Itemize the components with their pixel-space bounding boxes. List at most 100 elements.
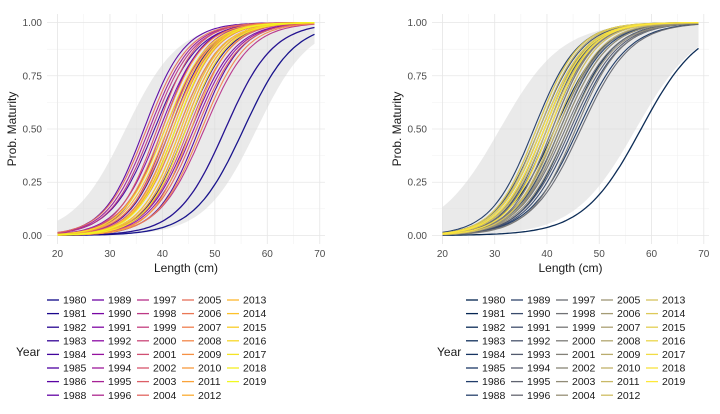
legend-label-2007: 2007	[617, 322, 641, 334]
legend-label-2002: 2002	[572, 363, 596, 375]
legend-label-2000: 2000	[153, 335, 177, 347]
legend-label-2004: 2004	[153, 390, 177, 402]
legend-label-1985: 1985	[63, 363, 87, 375]
legend-label-2003: 2003	[153, 376, 177, 388]
legend-label-1998: 1998	[153, 308, 177, 320]
legend-label-2002: 2002	[153, 363, 177, 375]
legend-label-2004: 2004	[572, 390, 596, 402]
legend-label-1993: 1993	[108, 349, 132, 361]
legend-label-1994: 1994	[527, 363, 551, 375]
x-tick-label: 20	[52, 249, 64, 260]
legend-label-1990: 1990	[108, 308, 132, 320]
series-line-2018	[57, 22, 315, 236]
legend-label-2006: 2006	[198, 308, 222, 320]
legend-label-1998: 1998	[572, 308, 596, 320]
legend-label-2019: 2019	[662, 376, 686, 388]
y-tick-label: 0.50	[23, 125, 43, 136]
legend-label-1984: 1984	[63, 349, 87, 361]
legend-label-1997: 1997	[153, 295, 177, 307]
y-tick-label: 0.50	[408, 125, 428, 136]
legend-label-2008: 2008	[617, 335, 641, 347]
chart-panel-right: 20 30 40 50 60 70 0.00 0.25 0.50 0.75 1.00 Length (…	[390, 14, 710, 402]
legend-label-1990: 1990	[527, 308, 551, 320]
legend-label-2009: 2009	[198, 349, 222, 361]
series-line-2019	[57, 22, 315, 236]
x-tick-label: 50	[594, 249, 606, 260]
x-axis-title: Length (cm)	[538, 261, 602, 275]
legend-label-1989: 1989	[108, 295, 132, 307]
legend-label-1984: 1984	[482, 349, 506, 361]
legend-label-2005: 2005	[198, 295, 222, 307]
legend-label-2013: 2013	[243, 295, 267, 307]
legend-label-2001: 2001	[153, 349, 177, 361]
x-tick-label: 60	[646, 249, 658, 260]
legend-label-1986: 1986	[482, 376, 506, 388]
legend-label-1981: 1981	[482, 308, 506, 320]
legend-label-2010: 2010	[198, 363, 222, 375]
legend-label-2011: 2011	[617, 376, 640, 388]
x-tick-label: 40	[157, 249, 169, 260]
legend-label-2014: 2014	[662, 308, 686, 320]
x-axis-title: Length (cm)	[154, 261, 218, 275]
legend-label-2011: 2011	[198, 376, 221, 388]
legend-label-1980: 1980	[63, 295, 87, 307]
y-tick-label: 1.00	[23, 18, 43, 29]
legend-label-1988: 1988	[63, 390, 87, 402]
legend-label-1992: 1992	[108, 335, 132, 347]
x-tick-label: 60	[262, 249, 274, 260]
series-lines	[57, 22, 315, 237]
x-tick-label: 70	[314, 249, 326, 260]
series-line-1981	[57, 26, 315, 236]
legend-label-2005: 2005	[617, 295, 641, 307]
legend-label-1991: 1991	[108, 322, 132, 334]
legend-label-2016: 2016	[243, 335, 267, 347]
legend-label-1983: 1983	[482, 335, 506, 347]
legend-title: Year	[16, 345, 40, 359]
legend-label-2015: 2015	[662, 322, 686, 334]
legend-label-1995: 1995	[527, 376, 551, 388]
legend-label-1985: 1985	[482, 363, 506, 375]
y-tick-label: 0.75	[408, 71, 428, 82]
legend-label-1988: 1988	[482, 390, 506, 402]
legend-label-2016: 2016	[662, 335, 686, 347]
legend-label-2003: 2003	[572, 376, 596, 388]
legend-label-2009: 2009	[617, 349, 641, 361]
x-tick-label: 70	[698, 249, 710, 260]
legend-label-2007: 2007	[198, 322, 222, 334]
legend-label-1996: 1996	[527, 390, 551, 402]
legend-label-2019: 2019	[243, 376, 267, 388]
legend-label-1981: 1981	[63, 308, 87, 320]
legend-label-2008: 2008	[198, 335, 222, 347]
x-tick-label: 50	[209, 249, 221, 260]
y-tick-label: 0.75	[23, 71, 43, 82]
legend-label-1994: 1994	[108, 363, 132, 375]
x-tick-label: 30	[104, 249, 116, 260]
y-tick-label: 0.00	[23, 231, 43, 242]
y-tick-label: 0.25	[23, 178, 43, 189]
y-axis-title: Prob. Maturity	[390, 92, 404, 167]
y-tick-label: 0.25	[408, 178, 428, 189]
series-line-2000	[442, 22, 699, 236]
legend-label-2012: 2012	[198, 390, 222, 402]
legend-label-1999: 1999	[153, 322, 177, 334]
legend-label-2014: 2014	[243, 308, 267, 320]
legend-label-2017: 2017	[243, 349, 267, 361]
legend-label-1983: 1983	[63, 335, 87, 347]
legend-label-2018: 2018	[243, 363, 267, 375]
y-axis-title: Prob. Maturity	[5, 92, 19, 167]
legend-label-2017: 2017	[662, 349, 686, 361]
legend-label-1999: 1999	[572, 322, 596, 334]
legend-title: Year	[437, 345, 461, 359]
legend-label-1982: 1982	[63, 322, 87, 334]
y-tick-label: 0.00	[408, 231, 428, 242]
legend-label-1991: 1991	[527, 322, 551, 334]
legend-label-1980: 1980	[482, 295, 506, 307]
series-line-1980	[442, 47, 699, 236]
legend-label-2006: 2006	[617, 308, 641, 320]
series-line-2019	[442, 22, 699, 235]
legend-label-1997: 1997	[572, 295, 596, 307]
legend-label-1996: 1996	[108, 390, 132, 402]
legend-label-2010: 2010	[617, 363, 641, 375]
